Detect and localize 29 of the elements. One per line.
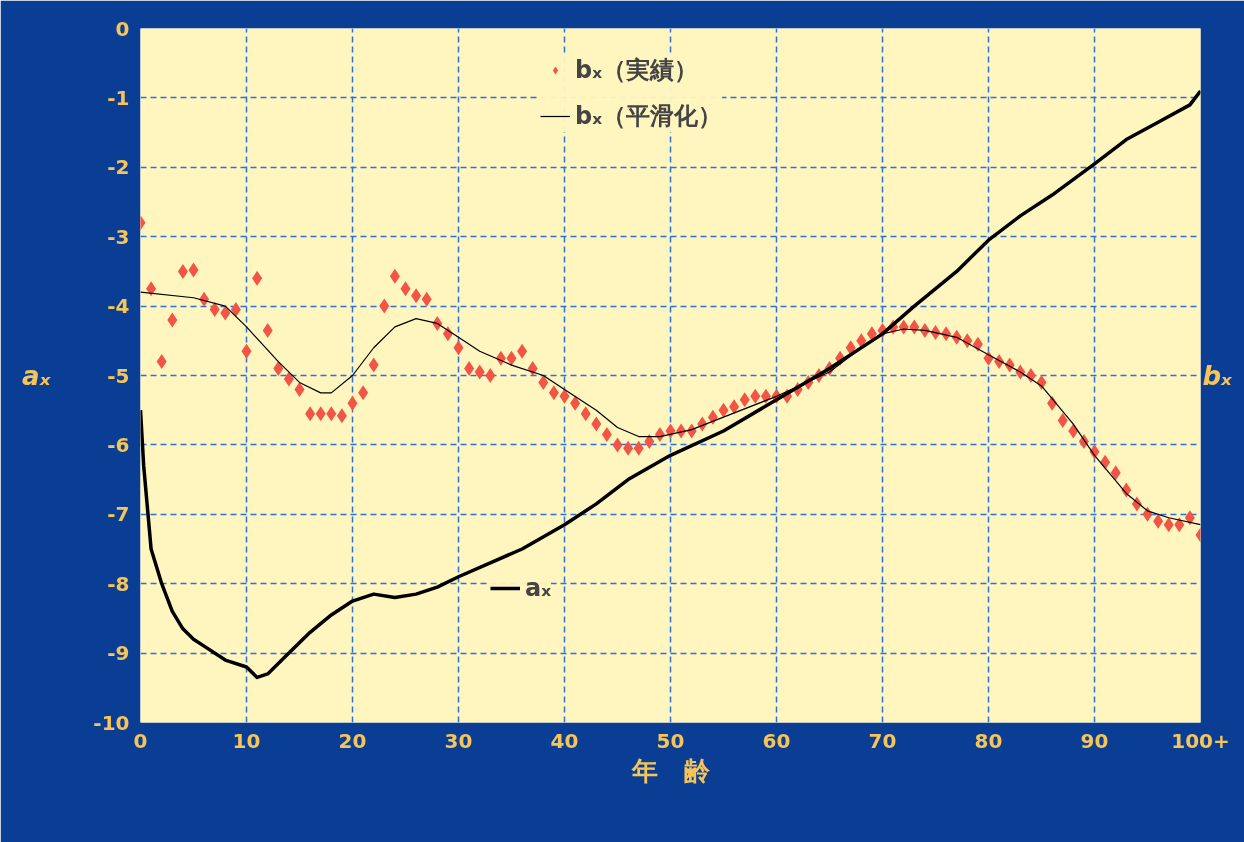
y-tick-label: -4 <box>107 294 130 319</box>
y2-axis-title: bₓ <box>1202 360 1234 391</box>
x-tick-label: 70 <box>868 728 897 753</box>
y-tick-label: -8 <box>107 571 130 596</box>
y-tick-label: -5 <box>107 363 130 388</box>
y-tick-label: -6 <box>107 432 130 457</box>
x-tick-label: 10 <box>232 728 261 753</box>
x-axis-title: 年 齢 <box>630 755 711 786</box>
y-tick-label: -10 <box>93 710 130 735</box>
legend-label: bₓ（平滑化） <box>575 101 723 132</box>
y-tick-label: 0 <box>115 16 130 41</box>
x-tick-label: 90 <box>1080 728 1109 753</box>
x-tick-label: 40 <box>550 728 579 753</box>
y-tick-label: -7 <box>107 502 130 527</box>
y-tick-label: -1 <box>107 85 130 110</box>
x-tick-label: 20 <box>338 728 367 753</box>
x-tick-label: 30 <box>444 728 473 753</box>
y-axis-title: aₓ <box>22 360 52 391</box>
y-tick-label: -3 <box>107 224 130 249</box>
x-tick-label: 60 <box>762 728 791 753</box>
x-tick-label: 80 <box>974 728 1003 753</box>
legend-label: bₓ（実績） <box>575 55 699 86</box>
y-tick-label: -2 <box>107 155 130 180</box>
x-tick-label: 0 <box>133 728 148 753</box>
y-tick-label: -9 <box>107 641 130 666</box>
line-series <box>140 89 1201 680</box>
x-tick-label: 100+ <box>1171 728 1230 753</box>
x-tick-label: 50 <box>656 728 685 753</box>
legend-label: aₓ <box>525 574 552 602</box>
